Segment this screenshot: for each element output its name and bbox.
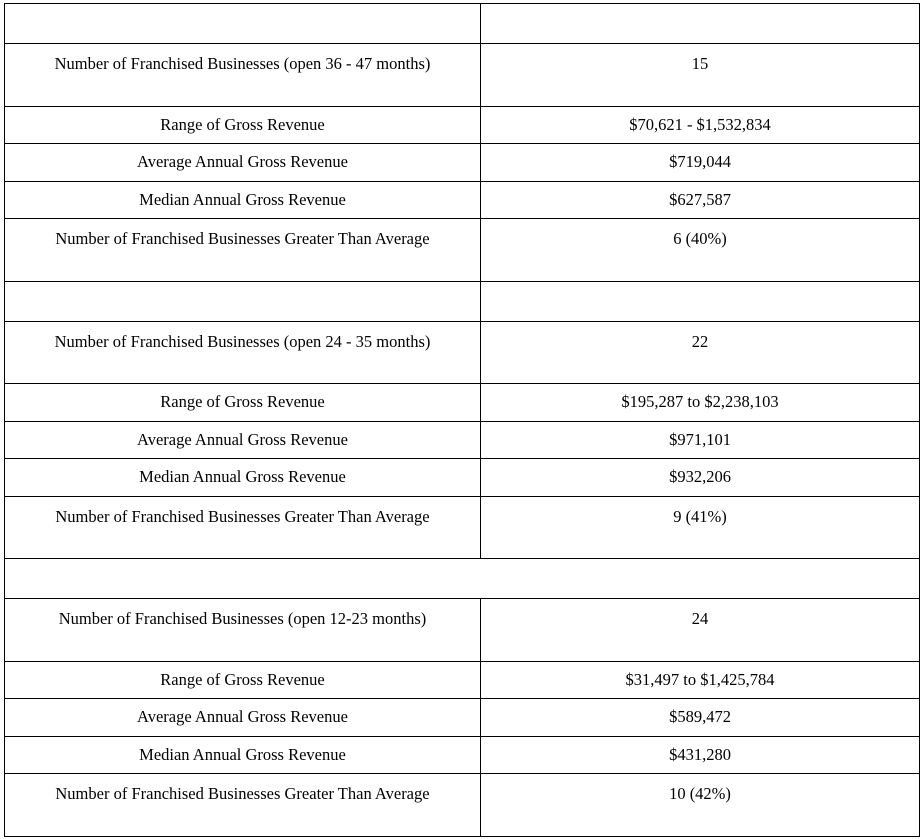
table-row: Average Annual Gross Revenue $971,101 [4,420,920,459]
row-value: 15 [480,43,920,107]
row-label: Range of Gross Revenue [4,105,481,144]
row-value: $971,101 [480,420,920,459]
table-row: Number of Franchised Businesses Greater … [4,495,920,559]
table-row: Range of Gross Revenue $31,497 to $1,425,… [4,660,920,699]
table-row: Number of Franchised Businesses (open 36… [4,43,920,107]
row-label: Median Annual Gross Revenue [4,180,481,219]
empty-cell [480,280,920,322]
row-value: 9 (41%) [480,495,920,559]
row-label: Range of Gross Revenue [4,383,481,422]
table-row: Median Annual Gross Revenue $932,206 [4,458,920,497]
blank-row [4,3,920,44]
row-label: Range of Gross Revenue [4,660,481,699]
row-value: 24 [480,598,920,662]
empty-cell [4,280,481,322]
row-value: $431,280 [480,735,920,774]
row-value: 6 (40%) [480,218,920,282]
row-label: Average Annual Gross Revenue [4,698,481,737]
row-value: 10 (42%) [480,773,920,837]
row-label: Median Annual Gross Revenue [4,458,481,497]
franchise-revenue-table: Number of Franchised Businesses (open 36… [4,3,920,837]
table-row: Number of Franchised Businesses (open 24… [4,320,920,384]
row-label: Number of Franchised Businesses (open 36… [4,43,481,107]
table-row: Range of Gross Revenue $195,287 to $2,238… [4,383,920,422]
row-value: $627,587 [480,180,920,219]
table-row: Range of Gross Revenue $70,621 - $1,532,8… [4,105,920,144]
row-value: 22 [480,320,920,384]
table-row: Number of Franchised Businesses Greater … [4,773,920,837]
row-value: $195,287 to $2,238,103 [480,383,920,422]
row-label: Average Annual Gross Revenue [4,143,481,182]
row-label: Average Annual Gross Revenue [4,420,481,459]
table-row: Average Annual Gross Revenue $589,472 [4,698,920,737]
blank-row [4,558,920,599]
row-value: $70,621 - $1,532,834 [480,105,920,144]
blank-row [4,280,920,322]
row-label: Number of Franchised Businesses Greater … [4,218,481,282]
table-row: Number of Franchised Businesses Greater … [4,218,920,282]
row-label: Number of Franchised Businesses (open 12… [4,598,481,662]
row-label: Number of Franchised Businesses Greater … [4,495,481,559]
row-value: $31,497 to $1,425,784 [480,660,920,699]
row-label: Median Annual Gross Revenue [4,735,481,774]
row-label: Number of Franchised Businesses Greater … [4,773,481,837]
row-value: $719,044 [480,143,920,182]
row-value: $932,206 [480,458,920,497]
empty-cell [4,558,920,599]
table-row: Average Annual Gross Revenue $719,044 [4,143,920,182]
row-label: Number of Franchised Businesses (open 24… [4,320,481,384]
table-row: Number of Franchised Businesses (open 12… [4,598,920,662]
row-value: $589,472 [480,698,920,737]
empty-cell [4,3,481,44]
table-row: Median Annual Gross Revenue $431,280 [4,735,920,774]
empty-cell [480,3,920,44]
table-row: Median Annual Gross Revenue $627,587 [4,180,920,219]
